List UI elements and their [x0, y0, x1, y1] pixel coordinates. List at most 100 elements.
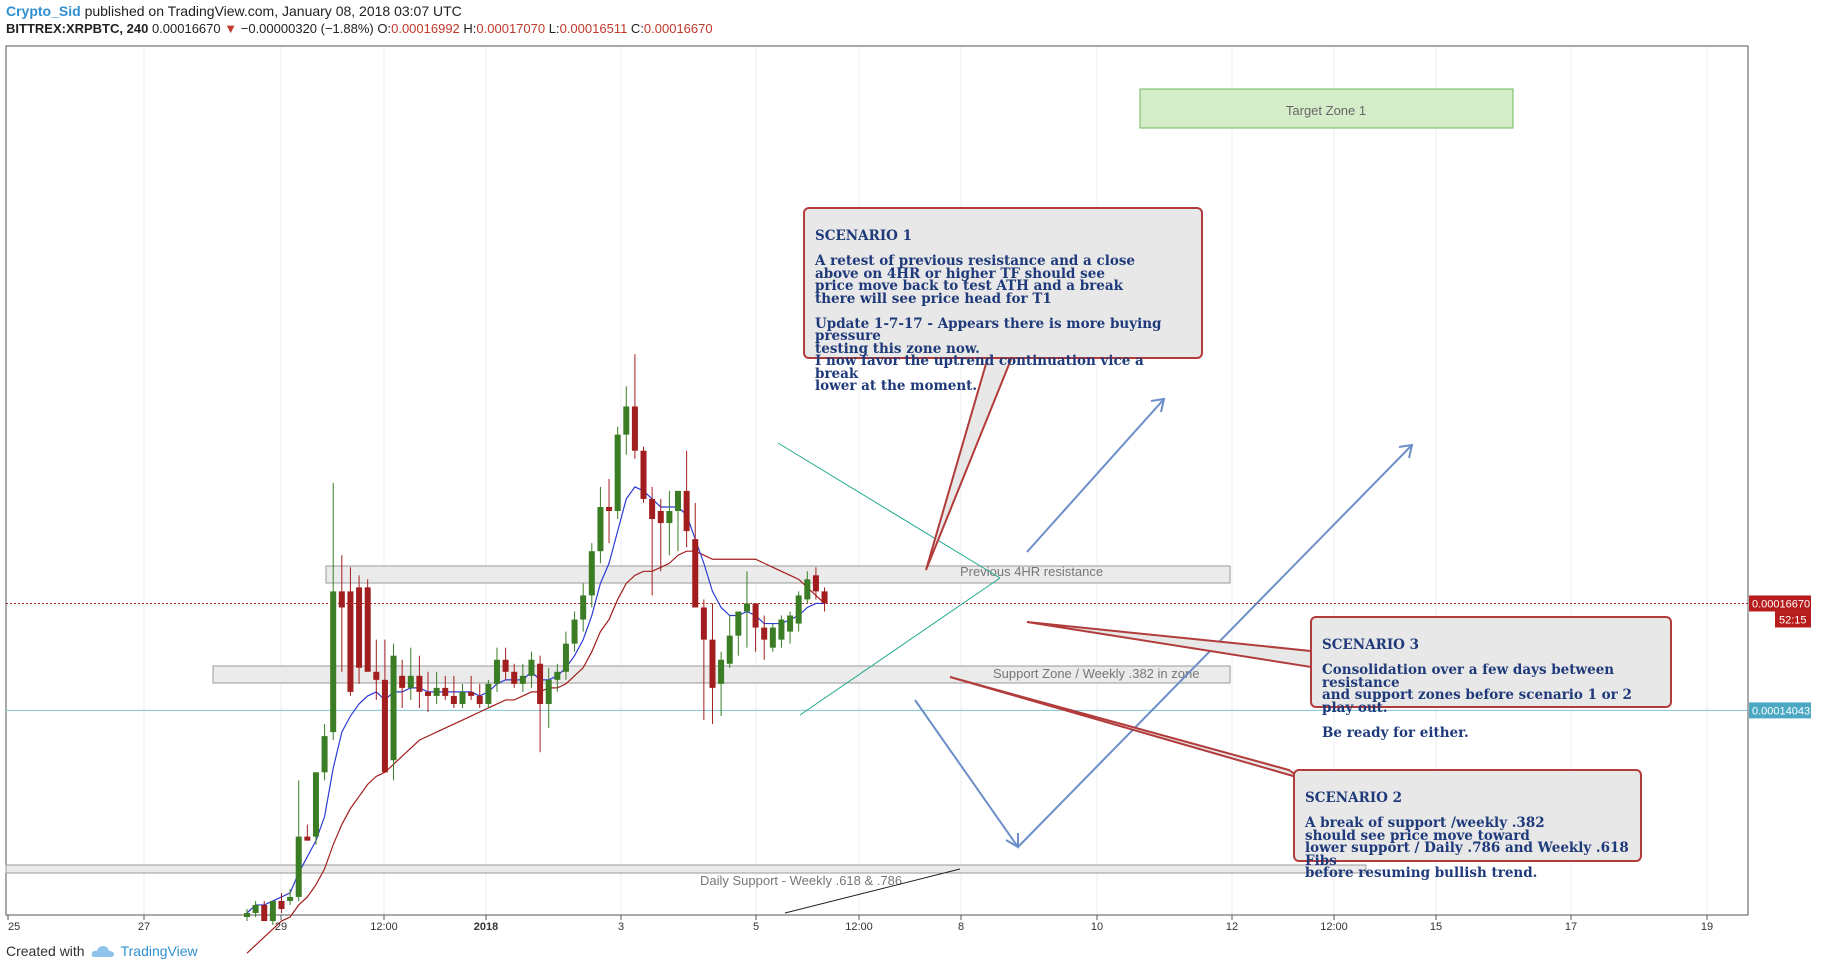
candle-body-up: [312, 772, 319, 837]
high-label: H:: [463, 21, 477, 36]
candle-body-up: [321, 736, 328, 773]
last-price: 0.00016670: [151, 21, 221, 36]
candle-body-down: [821, 591, 828, 604]
support-price-tag-label: 0.00014043: [1752, 705, 1810, 717]
candle-body-down: [373, 671, 380, 680]
ema-slow-line: [246, 550, 825, 954]
time-tick-label: 2018: [474, 921, 498, 933]
candle-body-down: [416, 675, 423, 692]
time-tick-label: 5: [753, 921, 759, 933]
candle-body-down: [812, 575, 819, 592]
candle-body-down: [356, 587, 363, 668]
candle-body-up: [675, 490, 681, 511]
time-tick-label: 19: [1701, 921, 1713, 933]
candle-body-down: [468, 691, 475, 696]
candle-body-down: [709, 639, 716, 688]
candle-body-down: [364, 587, 371, 672]
time-tick-label: 3: [618, 921, 624, 933]
scenario1-arrow-a-head: [1150, 397, 1166, 413]
time-tick-label: 25: [8, 921, 20, 933]
candle-body-up: [769, 627, 776, 648]
down-arrow-icon: ▼: [224, 21, 238, 36]
scenario1-arrow-a: [1026, 398, 1165, 553]
moving-averages: [246, 486, 825, 954]
candle-body-up: [554, 671, 561, 680]
target-zone-label: Target Zone 1: [1286, 103, 1366, 118]
candle-body-down: [381, 679, 388, 773]
created-with-label: Created with: [6, 943, 85, 959]
drawings-layer: [777, 356, 1414, 914]
daily-support-trendline: [784, 868, 961, 914]
candle-body-up: [562, 643, 569, 672]
candle-body-down: [640, 450, 647, 499]
last-price-tag-label: 0.00016670: [1752, 598, 1810, 610]
scenario1-body: A retest of previous resistance and a cl…: [815, 253, 1162, 394]
candle-body-up: [252, 904, 259, 913]
time-tick-label: 15: [1430, 921, 1442, 933]
time-tick-label: 8: [958, 921, 964, 933]
price-change: −0.00000320 (−1.88%): [240, 21, 374, 36]
scenario2-title: SCENARIO 2: [1305, 789, 1402, 806]
candle-body-down: [683, 490, 690, 532]
scenario1-arrow-b-head: [1398, 443, 1414, 459]
countdown-tag-label: 52:15: [1779, 614, 1807, 626]
support-price-tag: [1749, 702, 1811, 719]
time-tick-label: 12:00: [845, 921, 873, 933]
daily-support-zone: [5, 864, 1367, 874]
candle-body-up: [485, 683, 492, 704]
scenario1-title: SCENARIO 1: [815, 227, 912, 244]
author-link[interactable]: Crypto_Sid: [6, 3, 81, 19]
candle-body-up: [666, 511, 673, 524]
scenario3-callout[interactable]: SCENARIO 3 Consolidation over a few days …: [1310, 616, 1672, 739]
candle-body-up: [718, 659, 725, 684]
triangle-upper-line: [777, 442, 1001, 579]
candle-body-down: [338, 591, 345, 608]
close-value: 0.00016670: [643, 21, 713, 36]
candle-body-up: [571, 619, 578, 644]
candle-body-up: [519, 675, 526, 684]
candle-body-up: [614, 434, 621, 511]
time-tick-label: 17: [1565, 921, 1577, 933]
candle-body-down: [511, 671, 518, 684]
candle-body-down: [752, 603, 759, 628]
target-zone: [1139, 88, 1514, 129]
candle-body-up: [795, 595, 802, 624]
candle-body-up: [459, 691, 466, 704]
candle-body-up: [735, 611, 742, 636]
candle-body-down: [502, 659, 509, 672]
candle-body-down: [304, 836, 311, 841]
low-value: 0.00016511: [559, 21, 628, 36]
candle-body-up: [390, 655, 397, 761]
time-tick-label: 10: [1091, 921, 1103, 933]
high-value: 0.00017070: [476, 21, 546, 36]
candle-body-down: [606, 506, 613, 511]
zones-layer: Target Zone 1 Previous 4HR resistance Su…: [5, 88, 1514, 888]
triangle-lower-line: [799, 577, 1001, 716]
tradingview-cloud-icon: [91, 946, 114, 957]
candle-body-down: [347, 591, 354, 692]
candle-body-up: [287, 896, 294, 901]
scenario3-title: SCENARIO 3: [1322, 636, 1419, 653]
resistance-zone: [325, 565, 1231, 584]
candle-body-down: [442, 687, 449, 696]
candle-body-up: [623, 406, 630, 435]
scenario2-callout[interactable]: SCENARIO 2 A break of support /weekly .38…: [1293, 769, 1642, 880]
daily-support-label: Daily Support - Weekly .618 & .786: [700, 873, 902, 888]
candle-body-down: [278, 900, 285, 909]
tradingview-link[interactable]: TradingView: [120, 943, 198, 959]
candle-body-up: [597, 506, 604, 552]
open-label: O:: [377, 21, 392, 36]
axis-labels: 0.000090000.000100000.000110000.00012000…: [7, 915, 1713, 933]
candle-body-up: [295, 836, 302, 897]
close-label: C:: [630, 21, 644, 36]
support-zone-label: Support Zone / Weekly .382 in zone: [993, 666, 1199, 681]
scenario2-callout-pointer: [949, 676, 1301, 779]
candle-body-up: [493, 659, 500, 684]
scenario1-callout[interactable]: SCENARIO 1 A retest of previous resistanc…: [803, 207, 1203, 393]
candle-body-down: [761, 627, 768, 640]
last-price-tag: [1749, 595, 1811, 612]
symbol-line: BITTREX:XRPBTC, 240 0.00016670 ▼ −0.0000…: [6, 21, 713, 36]
low-label: L:: [548, 21, 560, 36]
candle-body-up: [528, 659, 535, 676]
